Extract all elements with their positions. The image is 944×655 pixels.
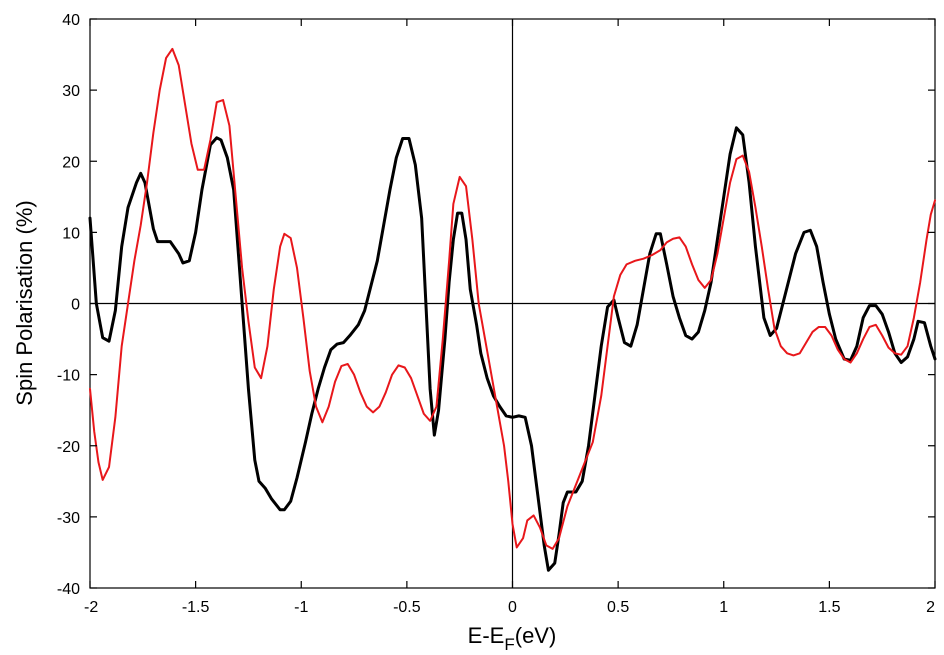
x-axis-title-subscript: F <box>504 635 514 654</box>
x-tick-label: 0.5 <box>607 599 629 616</box>
x-tick-label: 2 <box>926 599 935 616</box>
x-axis-title-main: E-E <box>468 623 505 648</box>
y-tick-label: -40 <box>57 581 80 598</box>
series-line-2 <box>89 47 936 550</box>
x-tick-label: 1.5 <box>818 599 840 616</box>
y-tick-label: 0 <box>71 297 80 314</box>
y-axis-title: Spin Polarisation (%) <box>12 200 37 405</box>
y-tick-label: 40 <box>62 12 80 29</box>
y-tick-label: 20 <box>62 154 80 171</box>
x-tick-label: 1 <box>719 599 728 616</box>
reference-lines <box>90 19 935 588</box>
y-tick-label: -30 <box>57 510 80 527</box>
x-tick-label: -2 <box>84 599 98 616</box>
x-tick-label: -0.5 <box>393 599 421 616</box>
y-tick-label: -10 <box>57 368 80 385</box>
data-series <box>88 47 937 572</box>
series-line-1 <box>88 126 937 572</box>
y-axis: -40 -30 -20 -10 0 10 20 30 40 <box>57 12 935 598</box>
y-tick-label: -20 <box>57 439 80 456</box>
x-tick-label: -1 <box>294 599 308 616</box>
x-axis: -2 -1.5 -1 -0.5 0 0.5 1 1.5 2 <box>84 19 936 616</box>
x-tick-label: -1.5 <box>182 599 210 616</box>
x-axis-title: E-EF(eV) <box>468 623 557 654</box>
x-tick-label: 0 <box>508 599 517 616</box>
y-tick-label: 10 <box>62 225 80 242</box>
x-axis-title-tail: (eV) <box>515 623 557 648</box>
y-tick-label: 30 <box>62 83 80 100</box>
